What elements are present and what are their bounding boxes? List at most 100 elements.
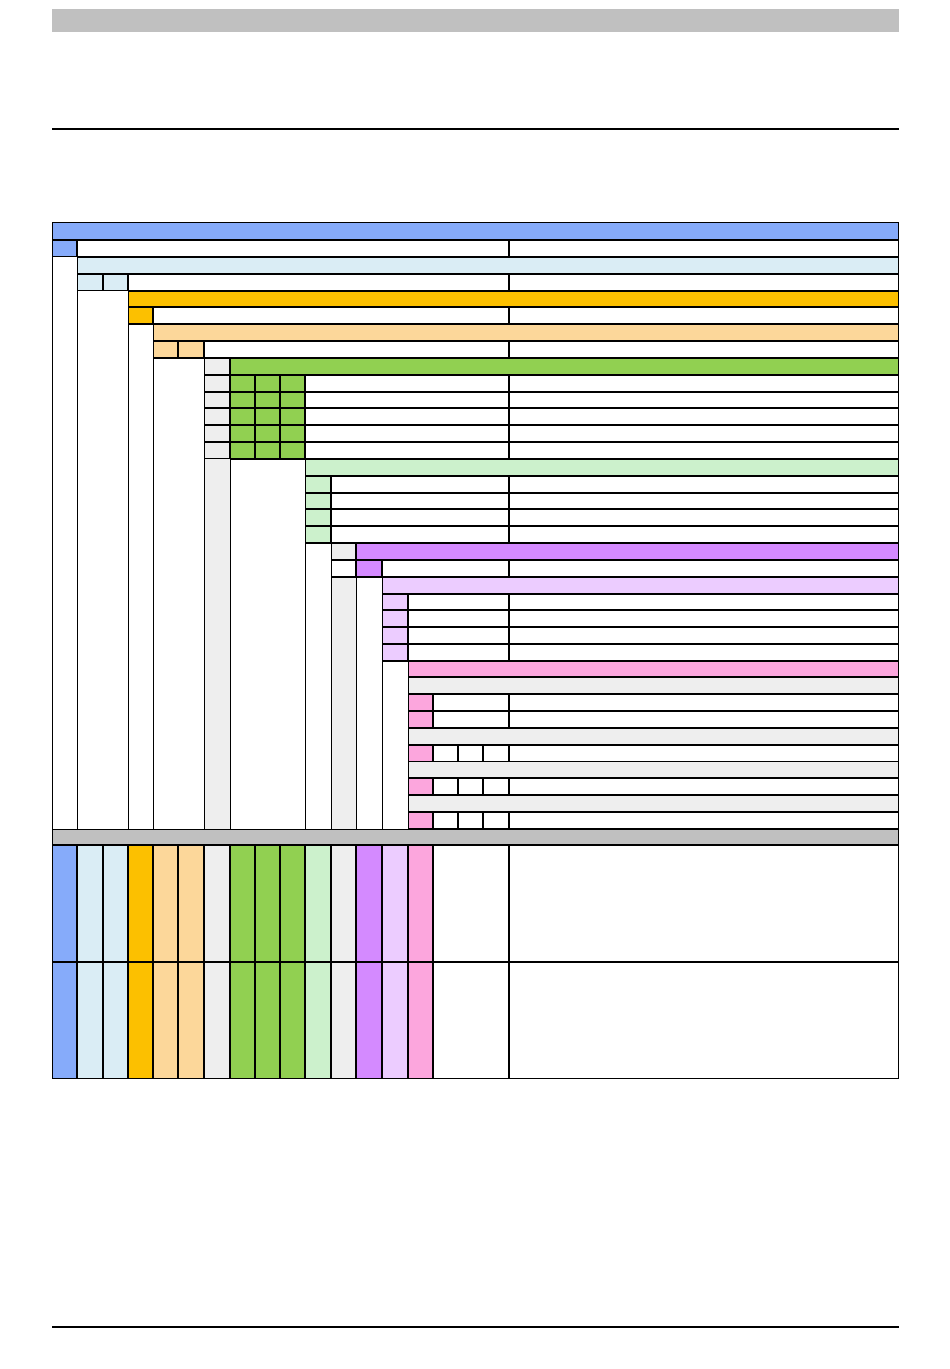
legend-strip-cell xyxy=(178,845,204,962)
legend-separator-band xyxy=(52,829,899,845)
level9-key xyxy=(408,778,433,795)
level7-name-cell xyxy=(382,560,509,577)
level5-key-a xyxy=(230,408,255,425)
legend-strip-cell xyxy=(408,962,433,1079)
level1-key-cell xyxy=(52,240,77,257)
level8-key xyxy=(382,610,408,627)
level6-header-row xyxy=(305,459,899,476)
legend-strip-cell xyxy=(204,962,230,1079)
level9-desc-cell xyxy=(509,778,899,795)
level2-key-cell-a xyxy=(77,274,103,291)
level9-sub-a xyxy=(433,812,458,829)
legend-strip-cell xyxy=(382,962,408,1079)
level5-key-c xyxy=(280,392,305,408)
level7-spacer-cell xyxy=(331,543,356,560)
level5-name-cell xyxy=(305,375,509,392)
level9-sub-b xyxy=(458,778,483,795)
level6-name-cell xyxy=(331,509,509,526)
level6-key xyxy=(305,509,331,526)
legend-desc-cell xyxy=(509,845,899,962)
level6-name-cell xyxy=(331,526,509,543)
level4-name-cell xyxy=(204,341,509,358)
level5-desc-cell xyxy=(509,375,899,392)
level6-name-cell xyxy=(331,493,509,509)
level1-header-row xyxy=(52,222,899,240)
legend-strip-cell xyxy=(77,962,103,1079)
spine-col-7 xyxy=(356,577,382,829)
legend-strip-cell xyxy=(305,962,331,1079)
legend-strip-cell xyxy=(52,962,77,1079)
level5-key-a xyxy=(230,442,255,459)
spine-col-8 xyxy=(382,661,408,829)
level9-sub-b xyxy=(458,745,483,762)
level5-key-b xyxy=(255,392,280,408)
level8-name-cell xyxy=(408,610,509,627)
legend-name-cell xyxy=(433,845,509,962)
level2-key-cell-b xyxy=(103,274,128,291)
legend-strip-cell xyxy=(382,845,408,962)
level9-group-band xyxy=(408,761,899,778)
level5-spacer-cell xyxy=(204,358,230,375)
level9-header-row xyxy=(408,661,899,677)
level5-name-cell xyxy=(305,425,509,442)
level5-name-cell xyxy=(305,392,509,408)
level7-header-row xyxy=(356,543,899,560)
legend-strip-cell xyxy=(331,845,356,962)
level9-sub-a xyxy=(433,778,458,795)
level3-name-cell xyxy=(153,307,509,324)
level6-name-cell xyxy=(331,476,509,493)
level8-key xyxy=(382,594,408,610)
level5-row-lead xyxy=(204,408,230,425)
level6-desc-cell xyxy=(509,526,899,543)
level8-desc-cell xyxy=(509,594,899,610)
level9-name-cell xyxy=(433,694,509,711)
legend-name-cell xyxy=(433,962,509,1079)
level9-key xyxy=(408,812,433,829)
level5-key-a xyxy=(230,375,255,392)
level8-desc-cell xyxy=(509,610,899,627)
level9-desc-cell xyxy=(509,745,899,762)
spine-col-1 xyxy=(52,256,77,829)
level5-row-lead xyxy=(204,392,230,408)
level5-key-a xyxy=(230,392,255,408)
legend-strip-cell xyxy=(356,962,382,1079)
spine-col-spacer xyxy=(204,358,230,829)
level9-name-cell xyxy=(433,711,509,728)
spine-col-3 xyxy=(128,324,153,829)
level5-key-c xyxy=(280,375,305,392)
level5-row-lead xyxy=(204,375,230,392)
level5-name-cell xyxy=(305,408,509,425)
legend-strip-cell xyxy=(153,845,178,962)
level9-group-band xyxy=(408,728,899,745)
level9-sub-a xyxy=(433,745,458,762)
legend-strip-cell xyxy=(128,962,153,1079)
level9-desc-cell xyxy=(509,694,899,711)
level5-row-lead xyxy=(204,442,230,459)
level5-key-b xyxy=(255,375,280,392)
level8-header-row xyxy=(382,577,899,594)
level7-desc-cell xyxy=(509,560,899,577)
level6-desc-cell xyxy=(509,509,899,526)
level9-group-band xyxy=(408,677,899,694)
level4-key-cell-b xyxy=(178,341,204,358)
level9-key xyxy=(408,694,433,711)
legend-strip-cell xyxy=(178,962,204,1079)
level9-key xyxy=(408,711,433,728)
level5-key-b xyxy=(255,442,280,459)
level5-key-b xyxy=(255,425,280,442)
level5-key-c xyxy=(280,408,305,425)
spine-col-6b xyxy=(331,577,356,829)
legend-strip-cell xyxy=(280,845,305,962)
spine-col-2 xyxy=(77,290,128,829)
legend-strip-cell xyxy=(255,962,280,1079)
level8-name-cell xyxy=(408,594,509,610)
level5-row-lead xyxy=(204,425,230,442)
level5-desc-cell xyxy=(509,408,899,425)
level4-desc-cell xyxy=(509,341,899,358)
legend-desc-cell xyxy=(509,962,899,1079)
level5-key-c xyxy=(280,442,305,459)
level9-sub-c xyxy=(483,778,509,795)
legend-strip-cell xyxy=(331,962,356,1079)
level1-desc-cell xyxy=(509,240,899,257)
spine-col-4 xyxy=(153,358,204,829)
